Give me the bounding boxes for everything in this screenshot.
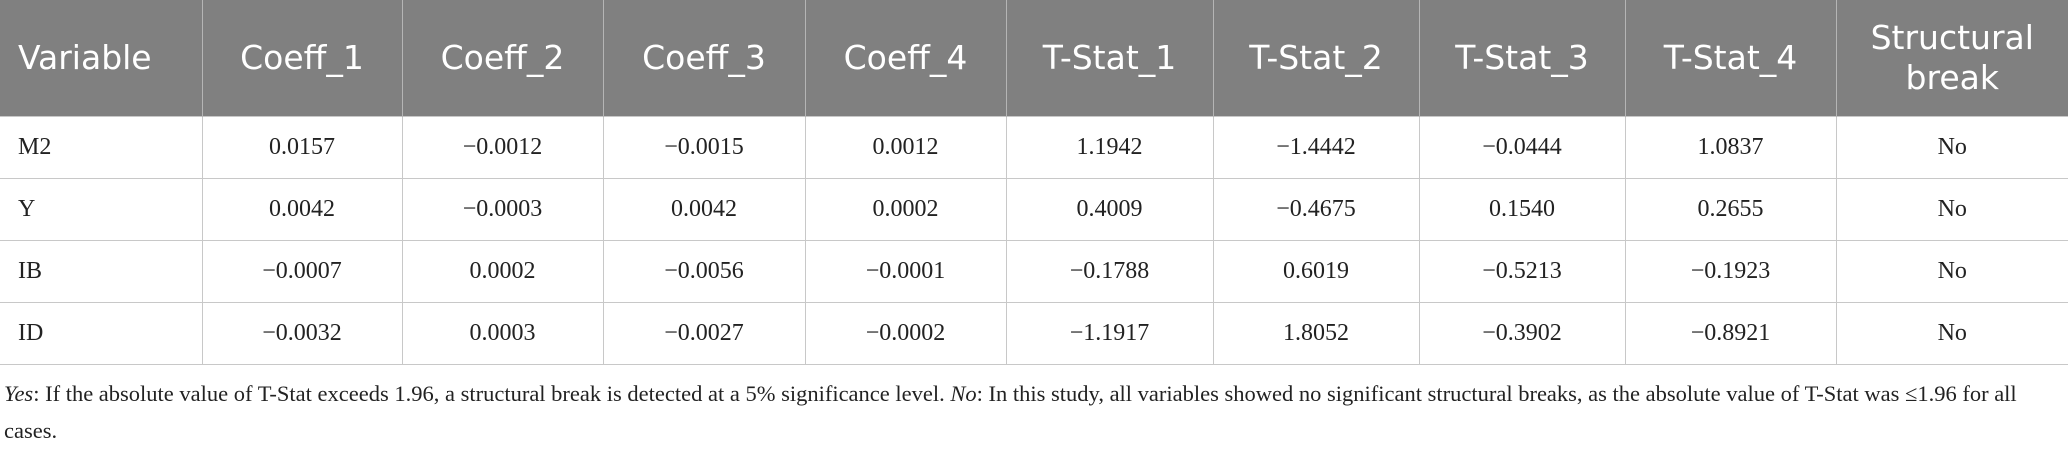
table-cell: IB bbox=[0, 240, 203, 303]
footnote-text: : In this study, all variables showed no… bbox=[4, 381, 2017, 443]
table-cell: No bbox=[1835, 178, 2068, 241]
table-cell: −0.5213 bbox=[1418, 240, 1626, 303]
table-cell: −0.0012 bbox=[401, 116, 604, 179]
header-cell: Coeff_1 bbox=[201, 0, 402, 117]
header-cell: T-Stat_2 bbox=[1212, 0, 1419, 117]
table-cell: No bbox=[1835, 116, 2068, 179]
table-cell: −0.0027 bbox=[602, 302, 806, 365]
table-cell: M2 bbox=[0, 116, 203, 179]
table-cell: 0.1540 bbox=[1418, 178, 1626, 241]
table-cell: −1.4442 bbox=[1212, 116, 1420, 179]
table-cell: 0.0012 bbox=[804, 116, 1007, 179]
table-cell: −0.3902 bbox=[1418, 302, 1626, 365]
table-cell: −1.1917 bbox=[1005, 302, 1214, 365]
table-cell: 0.6019 bbox=[1212, 240, 1420, 303]
table-cell: −0.0032 bbox=[201, 302, 403, 365]
header-cell: T-Stat_3 bbox=[1418, 0, 1625, 117]
table-cell: −0.8921 bbox=[1624, 302, 1837, 365]
table-cell: 0.0042 bbox=[602, 178, 806, 241]
table-cell: 0.0002 bbox=[401, 240, 604, 303]
table-cell: 0.4009 bbox=[1005, 178, 1214, 241]
table-cell: −0.4675 bbox=[1212, 178, 1420, 241]
table-row: Y 0.0042 −0.0003 0.0042 0.0002 0.4009 −0.4675 0… bbox=[0, 178, 2068, 241]
table-cell: 0.2655 bbox=[1624, 178, 1837, 241]
header-cell: T-Stat_4 bbox=[1624, 0, 1836, 117]
table-cell: 0.0042 bbox=[201, 178, 403, 241]
table-row: M2 0.0157 −0.0012 −0.0015 0.0012 1.1942 −1.444… bbox=[0, 116, 2068, 179]
header-cell: Structural break bbox=[1835, 0, 2068, 117]
header-cell: Coeff_4 bbox=[804, 0, 1006, 117]
table-cell: 0.0003 bbox=[401, 302, 604, 365]
table-cell: −0.1923 bbox=[1624, 240, 1837, 303]
table-cell: ID bbox=[0, 302, 203, 365]
footnote: Yes: If the absolute value of T-Stat exc… bbox=[0, 365, 2068, 449]
table-cell: No bbox=[1835, 302, 2068, 365]
table-cell: No bbox=[1835, 240, 2068, 303]
table-row: IB −0.0007 0.0002 −0.0056 −0.0001 −0.1788 0.60… bbox=[0, 240, 2068, 303]
table: Variable Coeff_1 Coeff_2 Coeff_3 Coeff_4 T-St… bbox=[0, 0, 2068, 365]
header-cell: T-Stat_1 bbox=[1005, 0, 1213, 117]
table-cell: −0.0056 bbox=[602, 240, 806, 303]
footnote-text: : If the absolute value of T-Stat exceed… bbox=[33, 381, 951, 406]
table-cell: −0.0002 bbox=[804, 302, 1007, 365]
table-cell: 0.0157 bbox=[201, 116, 403, 179]
header-cell: Coeff_2 bbox=[401, 0, 603, 117]
footnote-label: No bbox=[950, 381, 977, 406]
header-cell: Variable bbox=[0, 0, 202, 117]
table-row: ID −0.0032 0.0003 −0.0027 −0.0002 −1.1917 1.80… bbox=[0, 302, 2068, 365]
header-cell: Coeff_3 bbox=[602, 0, 805, 117]
table-cell: −0.0003 bbox=[401, 178, 604, 241]
table-cell: 1.8052 bbox=[1212, 302, 1420, 365]
table-cell: 1.0837 bbox=[1624, 116, 1837, 179]
table-cell: 1.1942 bbox=[1005, 116, 1214, 179]
table-cell: −0.0444 bbox=[1418, 116, 1626, 179]
table-cell: 0.0002 bbox=[804, 178, 1007, 241]
table-cell: −0.0015 bbox=[602, 116, 806, 179]
table-cell: −0.0001 bbox=[804, 240, 1007, 303]
table-body: M2 0.0157 −0.0012 −0.0015 0.0012 1.1942 −1.444… bbox=[0, 116, 2068, 365]
footnote-label: Yes bbox=[4, 381, 34, 406]
table-cell: −0.0007 bbox=[201, 240, 403, 303]
table-cell: −0.1788 bbox=[1005, 240, 1214, 303]
table-cell: Y bbox=[0, 178, 203, 241]
header-row: Variable Coeff_1 Coeff_2 Coeff_3 Coeff_4 T-St… bbox=[0, 0, 2068, 117]
